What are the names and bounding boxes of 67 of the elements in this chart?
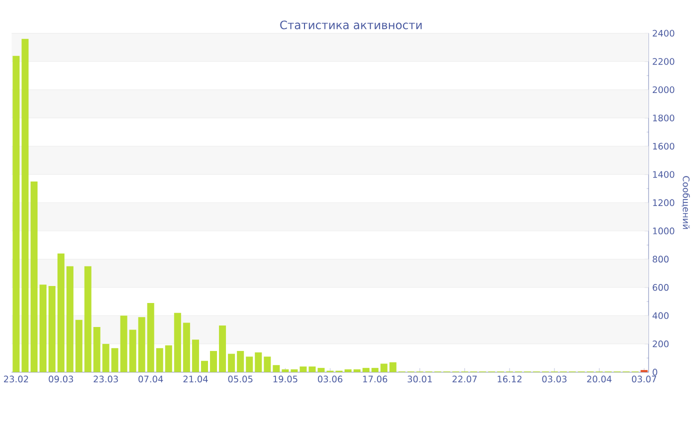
x-tick-label: 07.04	[138, 376, 163, 383]
bar	[129, 330, 136, 372]
bar	[93, 327, 100, 372]
bar	[254, 352, 262, 372]
bar	[147, 303, 154, 372]
bar	[362, 368, 370, 372]
y-tick-label: 1800	[653, 114, 674, 122]
bar	[389, 362, 396, 372]
x-tick-label: 17.06	[363, 376, 388, 383]
x-tick-label: 21.04	[183, 376, 208, 383]
bar	[111, 348, 118, 372]
x-tick-label: 05.05	[228, 376, 252, 383]
bar	[201, 361, 208, 372]
bar	[48, 286, 56, 372]
y-tick-label: 200	[652, 340, 669, 348]
x-tick-label: 22.07	[452, 376, 477, 383]
bar	[174, 313, 182, 372]
bar	[156, 348, 164, 372]
y-tick-label: 1000	[653, 228, 674, 234]
y-tick-label: 1200	[653, 199, 674, 206]
y-tick-label: 1400	[653, 171, 674, 178]
bar	[57, 254, 64, 372]
y-axis-title: Сообщений	[682, 176, 690, 230]
bar	[66, 266, 74, 372]
x-tick-label: 20.04	[587, 376, 612, 383]
bar	[165, 345, 172, 372]
bar	[12, 56, 20, 372]
bar	[236, 351, 244, 372]
bar	[272, 365, 280, 372]
y-tick-label: 0	[652, 368, 658, 376]
x-tick-label: 03.07	[632, 376, 656, 383]
bar	[102, 344, 110, 372]
x-tick-label: 19.05	[273, 376, 298, 383]
x-tick-label: 23.02	[4, 376, 28, 383]
bar	[84, 266, 92, 372]
bar	[264, 356, 271, 372]
y-tick-label: 2000	[652, 86, 674, 94]
x-tick-label: 30.01	[408, 376, 432, 383]
bar	[300, 366, 307, 372]
y-tick-label: 400	[652, 312, 669, 320]
y-tick-label: 600	[652, 284, 669, 291]
bar	[371, 368, 378, 372]
y-tick-label: 2400	[652, 30, 674, 37]
bar	[75, 320, 82, 372]
x-tick-label: 03.03	[542, 376, 566, 383]
bar	[210, 351, 217, 372]
bar	[138, 317, 146, 372]
bar	[40, 284, 47, 372]
bar	[120, 316, 128, 372]
bar	[218, 326, 226, 372]
bar	[228, 354, 235, 372]
bar	[380, 364, 388, 372]
bar	[22, 39, 29, 372]
x-tick-label: 09.03	[48, 376, 74, 383]
bar	[308, 366, 316, 372]
y-tick-label: 800	[652, 256, 669, 263]
y-tick-label: 1600	[653, 142, 674, 150]
y-tick-label: 2200	[652, 58, 674, 66]
bar	[30, 182, 38, 372]
bar	[183, 322, 190, 372]
x-tick-label: 03.06	[318, 376, 342, 383]
bar	[192, 340, 200, 372]
x-tick-label: 23.03	[94, 376, 118, 383]
x-tick-label: 16.12	[498, 376, 522, 383]
chart-title: Статистика активности	[280, 20, 422, 30]
bar	[318, 368, 325, 372]
bar	[246, 356, 253, 372]
